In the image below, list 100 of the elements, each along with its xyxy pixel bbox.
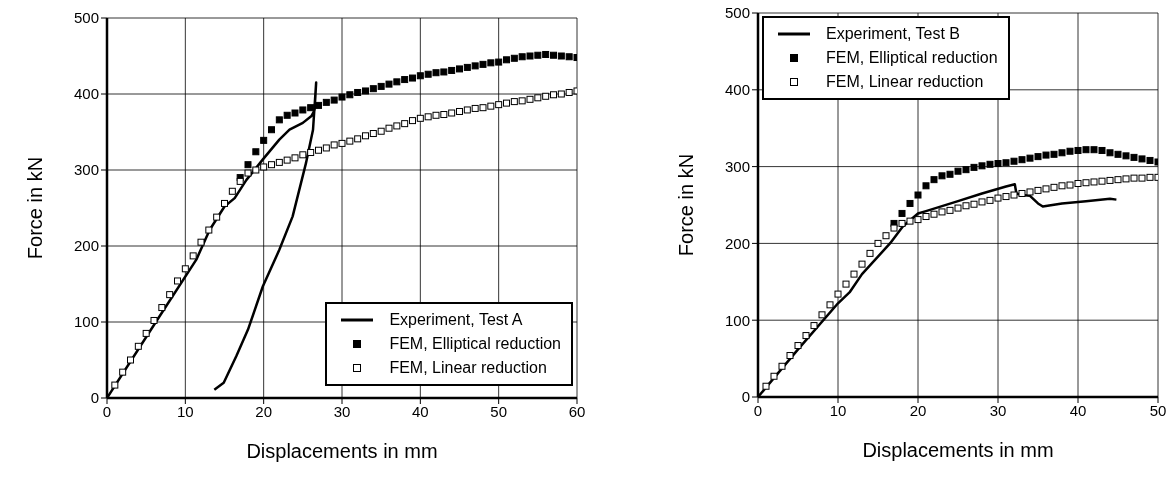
point (432, 69, 440, 77)
point (495, 58, 503, 66)
point (299, 106, 307, 114)
point (1114, 150, 1122, 158)
point (534, 51, 542, 59)
point (322, 98, 330, 106)
point (510, 54, 518, 62)
point (1074, 146, 1082, 154)
point (487, 102, 495, 110)
point (338, 93, 346, 101)
point (914, 216, 922, 224)
point (181, 265, 189, 273)
point (954, 167, 962, 175)
y-tick-label: 300 (724, 157, 750, 175)
point (826, 301, 834, 309)
point (550, 91, 557, 99)
y-tick-label: 500 (724, 4, 750, 22)
point (260, 136, 268, 144)
point (1098, 146, 1106, 154)
point (158, 304, 166, 312)
point (850, 270, 858, 278)
point (565, 88, 573, 96)
point (283, 111, 291, 119)
point (1066, 181, 1074, 189)
point (385, 80, 393, 88)
point (1058, 149, 1066, 157)
y-tick-label: 200 (724, 234, 750, 252)
point (189, 252, 197, 260)
y-tick-label: 100 (724, 311, 750, 329)
point (762, 382, 770, 390)
point (197, 238, 205, 246)
y-tick-label: 100 (73, 313, 99, 331)
x-tick-label: 30 (333, 402, 351, 420)
point (810, 322, 818, 330)
point (938, 172, 946, 180)
point (930, 176, 938, 184)
point (275, 158, 283, 166)
point (557, 90, 565, 98)
point (330, 96, 338, 104)
point (228, 187, 236, 195)
point (1010, 191, 1018, 199)
point (315, 101, 322, 109)
y-tick-label: 400 (73, 85, 99, 103)
point (354, 88, 362, 96)
point (930, 210, 938, 218)
point (526, 95, 534, 103)
x-axis-title: Displacements in mm (862, 439, 1054, 461)
point (471, 62, 479, 70)
point (369, 85, 377, 93)
point (994, 194, 1002, 202)
point (1082, 146, 1090, 154)
point (252, 166, 260, 174)
point (150, 316, 158, 324)
point (978, 198, 986, 206)
point (213, 213, 221, 221)
y-tick-label: 200 (73, 237, 99, 255)
point (1042, 151, 1050, 159)
point (362, 132, 369, 140)
x-tick-label: 0 (102, 402, 112, 420)
point (778, 362, 786, 370)
point (166, 291, 174, 299)
point (432, 111, 440, 119)
point (1146, 156, 1154, 164)
point (1058, 182, 1066, 190)
point (1018, 189, 1026, 197)
point (842, 280, 850, 288)
point (322, 144, 330, 152)
x-tick-label: 10 (829, 401, 847, 419)
point (526, 52, 534, 60)
point (550, 51, 557, 59)
point (409, 74, 416, 82)
point (268, 126, 275, 134)
point (970, 163, 978, 171)
point (495, 101, 503, 109)
point (268, 161, 275, 169)
point (898, 209, 906, 217)
point (1026, 154, 1034, 162)
point (275, 116, 283, 124)
point (127, 356, 134, 364)
point (978, 162, 986, 170)
point (946, 170, 954, 178)
x-tick-label: 30 (989, 401, 1007, 419)
point (401, 120, 409, 128)
point (1130, 174, 1138, 182)
point (440, 68, 448, 76)
point (1090, 146, 1098, 154)
point (471, 104, 479, 112)
y-tick-label: 300 (73, 161, 99, 179)
point (1114, 176, 1122, 184)
x-tick-label: 20 (255, 402, 273, 420)
point (283, 156, 291, 164)
point (1002, 193, 1010, 201)
point (1082, 179, 1090, 187)
y-axis-title: Force in kN (24, 156, 47, 260)
point (1122, 152, 1130, 160)
point (882, 232, 890, 240)
point (369, 130, 377, 138)
x-tick-label: 40 (1069, 401, 1087, 419)
point (906, 217, 914, 225)
point (1066, 147, 1074, 155)
